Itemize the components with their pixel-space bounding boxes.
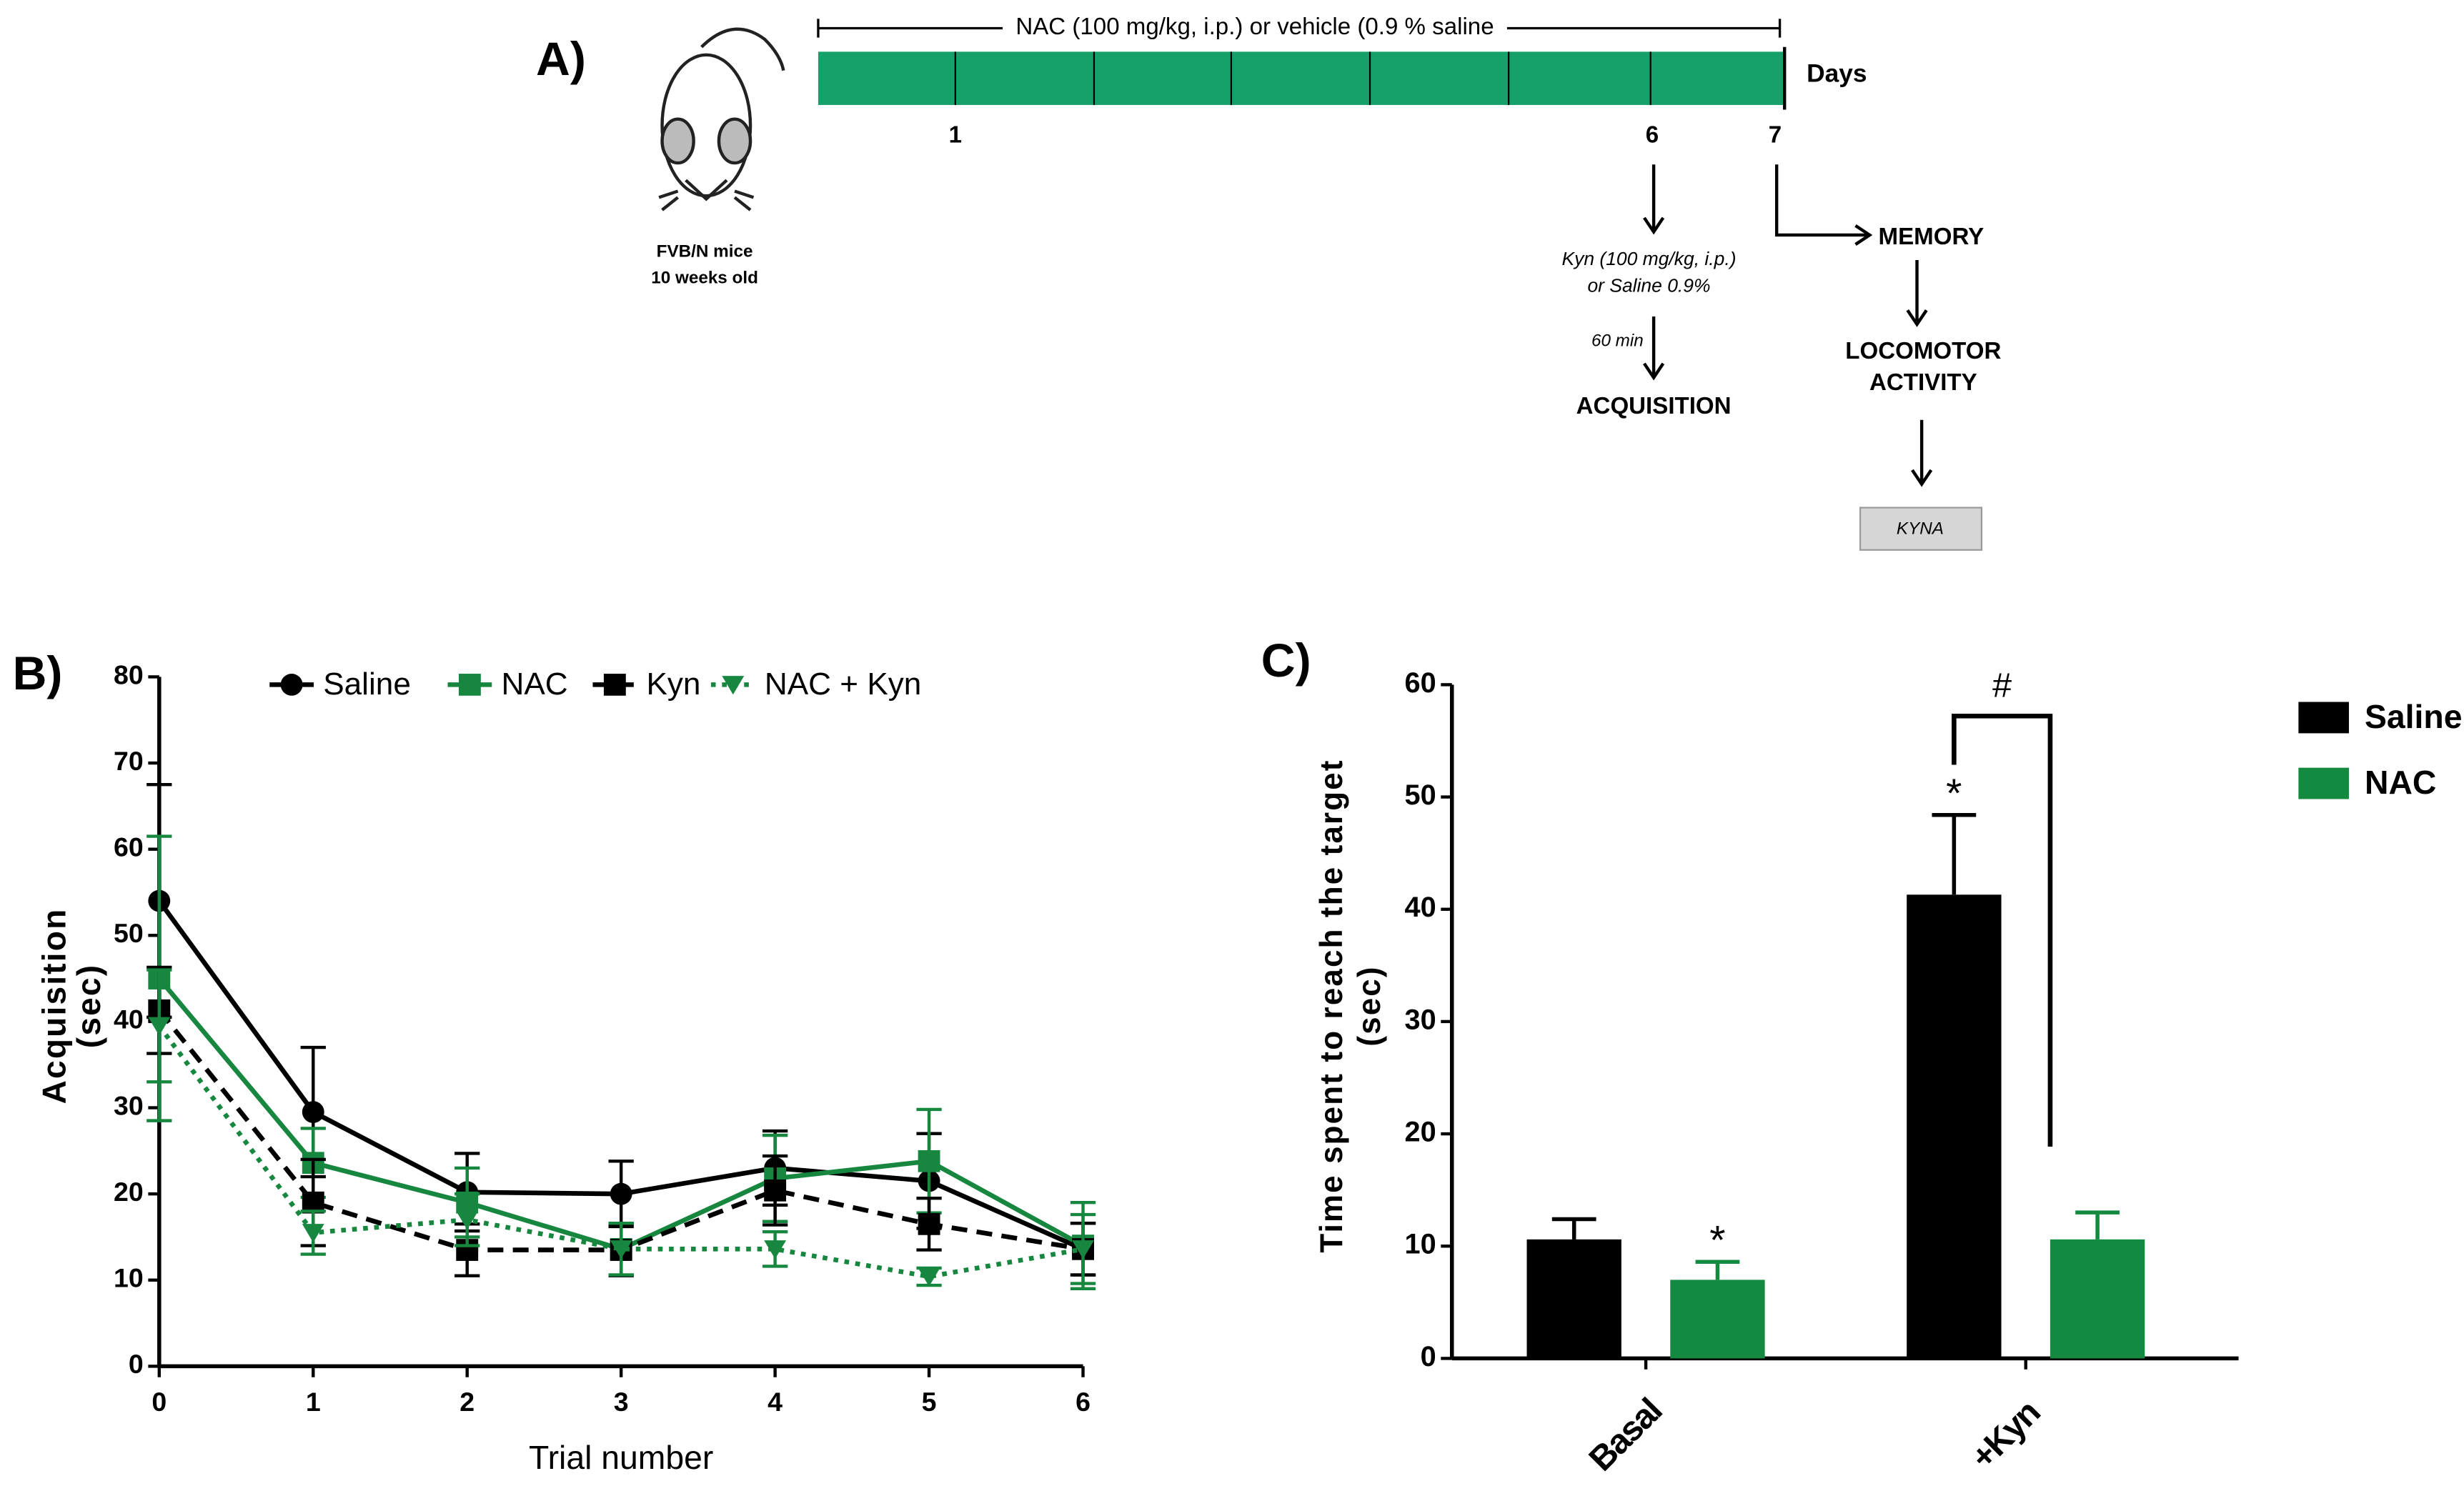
- y-axis-label: (sec): [70, 964, 107, 1048]
- annotation: *: [1946, 771, 1962, 817]
- error-bar: [2075, 1210, 2120, 1240]
- bar: [2050, 1239, 2145, 1359]
- memory-label: MEMORY: [1879, 223, 1984, 249]
- y-tick-label: 40: [1405, 892, 1436, 923]
- marker: [280, 674, 303, 696]
- panel-label: C): [1261, 634, 1311, 687]
- delay-label: 60 min: [1591, 331, 1644, 351]
- y-tick-label: 20: [114, 1177, 144, 1207]
- x-tick-label: 4: [767, 1387, 783, 1417]
- y-tick-label: 80: [114, 659, 144, 689]
- legend-label: NAC: [502, 667, 568, 702]
- x-tick-label: +Kyn: [1964, 1394, 2047, 1477]
- x-tick-label: 2: [459, 1387, 475, 1417]
- locomotor-label: LOCOMOTOR: [1845, 337, 2001, 364]
- day-label: 6: [1646, 121, 1659, 148]
- marker: [918, 1267, 940, 1287]
- legend-swatch: [2298, 767, 2349, 799]
- marker: [918, 1150, 940, 1172]
- kyn-label: Kyn (100 mg/kg, i.p.): [1561, 248, 1736, 269]
- panel-label: B): [13, 647, 63, 699]
- y-tick-label: 50: [1405, 779, 1436, 811]
- y-tick-label: 30: [114, 1090, 144, 1120]
- treatment-label: NAC (100 mg/kg, i.p.) or vehicle (0.9 % …: [1015, 13, 1494, 39]
- y-tick-label: 10: [1405, 1229, 1436, 1260]
- x-tick-label: 5: [922, 1387, 937, 1417]
- error-bar: [1695, 1260, 1740, 1280]
- y-tick-label: 0: [129, 1349, 144, 1379]
- mouse-icon: [658, 27, 785, 211]
- legend-label: Kyn: [646, 667, 700, 702]
- x-tick-label: 3: [614, 1387, 629, 1417]
- y-tick-label: 20: [1405, 1117, 1436, 1148]
- x-tick-label: 6: [1075, 1387, 1091, 1417]
- bar: [1526, 1239, 1621, 1359]
- timeline-bar: [818, 51, 1785, 105]
- locomotor-label: ACTIVITY: [1869, 369, 1977, 395]
- day-label: 7: [1769, 121, 1782, 148]
- panel-label: A): [536, 32, 586, 85]
- y-tick-label: 60: [1405, 667, 1436, 699]
- marker: [458, 674, 481, 696]
- days-label: Days: [1807, 60, 1867, 88]
- error-bar: [1551, 1217, 1596, 1240]
- kyna-label: KYNA: [1897, 519, 1944, 539]
- bar: [1670, 1280, 1765, 1359]
- marker: [764, 1240, 787, 1260]
- legend-label: NAC: [2365, 764, 2436, 801]
- y-tick-label: 70: [114, 746, 144, 776]
- y-axis-label: Acquisition: [36, 908, 73, 1104]
- significance-bracket: [1952, 713, 2053, 1147]
- x-tick-label: 1: [306, 1387, 321, 1417]
- marker: [1072, 1240, 1094, 1260]
- marker: [302, 1101, 324, 1123]
- legend-swatch: [2298, 702, 2349, 734]
- x-axis-label: Trial number: [529, 1439, 713, 1476]
- y-tick-label: 50: [114, 918, 144, 948]
- x-tick-label: 0: [151, 1387, 167, 1417]
- y-tick-label: 30: [1405, 1004, 1436, 1035]
- y-tick-label: 60: [114, 832, 144, 862]
- kyna-box: [1859, 507, 1983, 551]
- marker: [918, 1213, 940, 1235]
- y-axis-label: (sec): [1352, 965, 1387, 1046]
- marker: [456, 1211, 479, 1230]
- annotation: *: [1709, 1217, 1725, 1263]
- day-label: 1: [949, 121, 962, 148]
- bar: [1907, 894, 2002, 1359]
- acquisition-label: ACQUISITION: [1576, 392, 1732, 419]
- marker: [764, 1179, 787, 1202]
- panel-a: A) FVB/N mice 10 weeks old NAC (100 mg/k…: [536, 12, 2002, 551]
- x-tick-label: Basal: [1581, 1392, 1669, 1478]
- kyn-label: or Saline 0.9%: [1587, 274, 1710, 296]
- label-bg: [1003, 12, 1507, 44]
- annotation: #: [1992, 667, 2012, 705]
- error-bar: [1932, 812, 1977, 895]
- legend-label: Saline: [2365, 698, 2462, 735]
- y-tick-label: 0: [1421, 1341, 1436, 1372]
- mice-label: FVB/N mice: [657, 242, 753, 261]
- marker: [610, 1182, 632, 1205]
- marker: [722, 676, 745, 695]
- mice-label: 10 weeks old: [651, 269, 758, 288]
- legend-label: NAC + Kyn: [765, 667, 921, 702]
- y-axis-label: Time spent to reach the target: [1314, 759, 1349, 1252]
- marker: [603, 674, 626, 696]
- legend-label: Saline: [323, 667, 411, 702]
- marker: [302, 1224, 324, 1243]
- arrows: [1643, 164, 1933, 487]
- marker: [610, 1240, 632, 1260]
- timeline-dividers: [954, 46, 1787, 110]
- marker: [148, 1017, 171, 1036]
- y-tick-label: 40: [114, 1004, 144, 1034]
- y-tick-label: 10: [114, 1263, 144, 1293]
